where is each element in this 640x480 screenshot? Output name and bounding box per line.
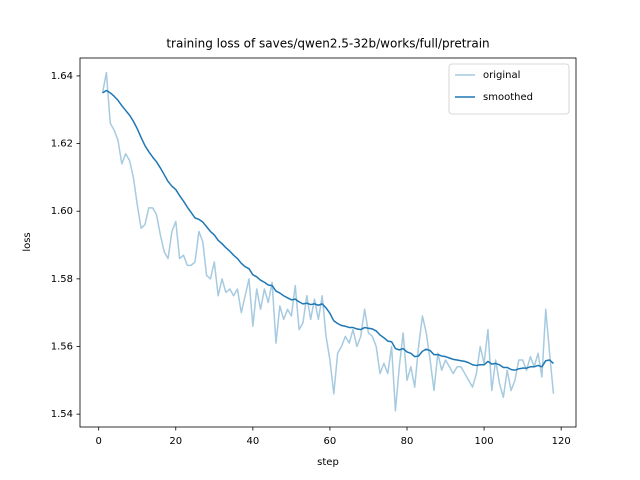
legend-box (448, 63, 570, 115)
y-axis-label: loss (22, 232, 33, 251)
x-axis-label: step (317, 457, 339, 468)
x-tick-label: 120 (552, 436, 571, 447)
series-line (102, 89, 554, 371)
x-tick-label: 100 (475, 436, 494, 447)
x-tick-label: 60 (324, 436, 337, 447)
y-tick-label: 1.54 (51, 409, 73, 420)
legend-label: original (483, 70, 520, 81)
x-tick-label: 80 (401, 436, 414, 447)
legend-label: smoothed (483, 92, 533, 103)
y-tick-label: 1.58 (51, 274, 73, 285)
x-tick-label: 40 (246, 436, 259, 447)
y-tick-label: 1.60 (51, 206, 73, 217)
x-tick-label: 0 (96, 436, 102, 447)
y-tick-label: 1.56 (51, 342, 73, 353)
x-tick-label: 20 (169, 436, 182, 447)
series-line (101, 71, 555, 412)
y-tick-label: 1.64 (51, 71, 73, 82)
chart-title: training loss of saves/qwen2.5-32b/works… (166, 37, 489, 51)
axes-frame (79, 57, 577, 428)
y-tick-label: 1.62 (51, 139, 73, 150)
